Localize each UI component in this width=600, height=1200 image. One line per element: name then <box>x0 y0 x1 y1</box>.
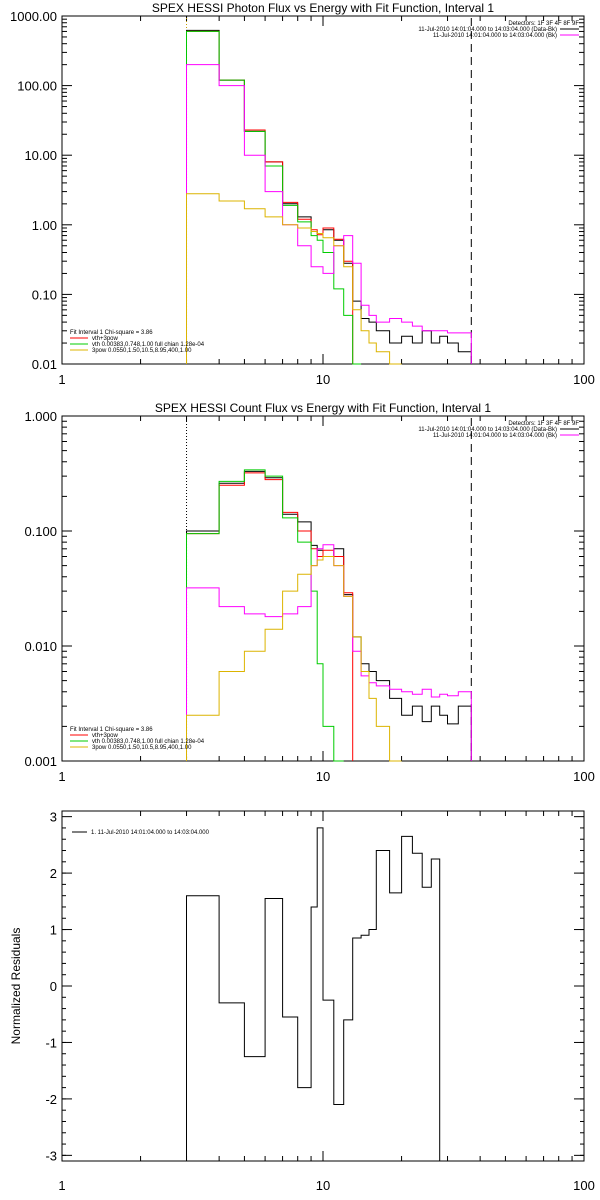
series-line-2 <box>186 472 354 761</box>
y-tick-label: 0.100 <box>24 524 57 539</box>
series-line-3 <box>186 30 362 365</box>
series-line-3 <box>186 469 344 762</box>
legend-text: Detectors: 1F 3F 4F 8F 9F <box>508 21 579 27</box>
y-tick-label: 1 <box>50 923 57 938</box>
series-line-4 <box>186 544 472 761</box>
y-tick-label: 0 <box>50 979 57 994</box>
chart-panel-1: SPEX HESSI Photon Flux vs Energy with Fi… <box>10 1 595 387</box>
legend-text: 11-Jul-2010 14:01:04.000 to 14:03:04.000… <box>418 27 557 33</box>
plot-frame <box>61 15 585 365</box>
series-line-5 <box>186 193 402 365</box>
series-line-1 <box>186 470 472 761</box>
chart-title: SPEX HESSI Count Flux vs Energy with Fit… <box>155 401 491 415</box>
x-tick-label: 1 <box>58 372 65 387</box>
y-tick-label: 0.010 <box>24 639 57 654</box>
x-tick-label: 1 <box>58 1178 65 1193</box>
x-tick-label: 10 <box>316 769 330 784</box>
legend-text: 11-Jul-2010 14:01:04.000 to 14:03:04.000… <box>433 33 557 39</box>
y-tick-label: -2 <box>45 1092 57 1107</box>
series-line-2 <box>186 30 354 364</box>
x-tick-label: 10 <box>316 372 330 387</box>
legend-text: Detectors: 1F 3F 4F 8F 9F <box>508 421 579 427</box>
y-tick-label: 10.00 <box>24 148 57 163</box>
x-tick-label: 100 <box>573 769 595 784</box>
legend-text: 3pow 0.0550,1.50,10.5,8.95,400,1.00 <box>92 745 192 751</box>
y-axis-label: Normalized Residuals <box>9 928 23 1045</box>
x-tick-label: 1 <box>58 769 65 784</box>
y-tick-label: -1 <box>45 1035 57 1050</box>
x-tick-label: 100 <box>573 1178 595 1193</box>
legend-text: 1. 11-Jul-2010 14:01:04.000 to 14:03:04.… <box>91 830 210 836</box>
legend-text: vth 0.00383,0.748,1.00 full chian 1.28e-… <box>92 342 205 348</box>
y-tick-label: 1.000 <box>24 409 57 424</box>
legend-text: Fit Interval 1 Chi-square = 3.86 <box>70 330 153 336</box>
y-tick-label: 3 <box>50 810 57 825</box>
x-tick-label: 10 <box>316 1178 330 1193</box>
chart-title: SPEX HESSI Photon Flux vs Energy with Fi… <box>152 1 494 15</box>
y-tick-label: -3 <box>45 1148 57 1163</box>
y-tick-label: 1.00 <box>32 218 57 233</box>
legend-text: vth+3pow <box>92 336 119 342</box>
legend-text: Fit Interval 1 Chi-square = 3.86 <box>70 727 153 733</box>
y-tick-label: 0.01 <box>32 357 57 372</box>
y-tick-label: 100.00 <box>17 79 57 94</box>
chart-panel-2: SPEX HESSI Count Flux vs Energy with Fit… <box>24 401 594 784</box>
y-tick-label: 0.10 <box>32 287 57 302</box>
x-tick-label: 100 <box>573 372 595 387</box>
y-tick-label: 1000.00 <box>10 9 57 24</box>
series-line-1 <box>186 827 441 1161</box>
y-tick-label: 0.001 <box>24 754 57 769</box>
series-line-4 <box>186 64 472 364</box>
legend-text: 3pow 0.0550,1.50,10.5,8.95,400,1.00 <box>92 348 192 354</box>
series-line-5 <box>186 556 402 762</box>
legend-text: 11-Jul-2010 14:01:04.000 to 14:03:04.000… <box>433 433 557 439</box>
legend-text: 11-Jul-2010 14:01:04.000 to 14:03:04.000… <box>418 427 557 433</box>
chart-panel-3: Normalized Residuals 1 10 100 -3 -2 -1 0 1 2 3 1. 1… <box>9 810 595 1193</box>
y-tick-label: 2 <box>50 866 57 881</box>
legend-text: vth 0.00383,0.748,1.00 full chian 1.28e-… <box>92 739 205 745</box>
legend-text: vth+3pow <box>92 733 119 739</box>
